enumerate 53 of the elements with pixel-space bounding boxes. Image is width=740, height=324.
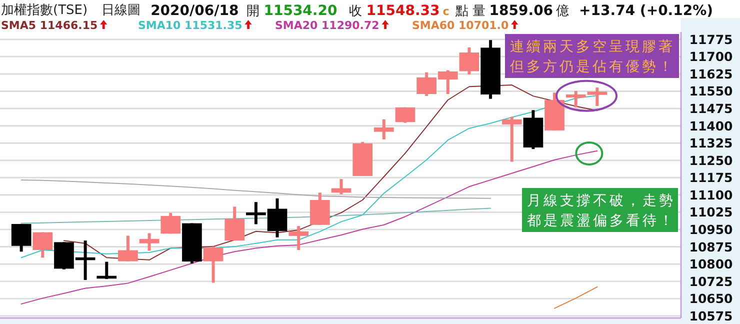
y-tick-label: 10725: [689, 274, 733, 289]
y-tick-label: 10575: [689, 308, 733, 324]
text: c: [442, 5, 450, 18]
chart-subtitle: 日線圖: [102, 3, 141, 18]
y-tick-label: 11475: [689, 101, 733, 116]
text: SMA5 11466.15: [1, 19, 98, 32]
y-tick-label: 11625: [689, 66, 733, 82]
candlestick: [139, 233, 160, 251]
annotation: 但多方仍是佔有優勢！: [510, 59, 675, 75]
y-tick-label: 11550: [689, 84, 734, 99]
y-tick-label: 10950: [689, 222, 734, 238]
candlestick: [374, 119, 394, 140]
y-tick-label: 11025: [689, 204, 733, 220]
y-tick-label: 11175: [689, 170, 733, 186]
y-tick-label: 11250: [689, 152, 734, 168]
line-series: [20, 179, 492, 199]
annotation: 都是震盪偏多看待！: [527, 213, 676, 229]
candlestick: [502, 116, 522, 162]
candlestick: [96, 262, 117, 280]
candlestick: [331, 179, 352, 194]
text: 點: [454, 4, 468, 19]
text: 億: [556, 4, 570, 19]
chart-title: 加權指數(TSE): [1, 3, 88, 18]
candlestick: [160, 212, 181, 234]
text: 2020/06/18: [150, 3, 239, 19]
candlestick: [203, 246, 224, 283]
text: 11534.20: [264, 3, 338, 19]
text: SMA10 11531.35: [138, 19, 242, 32]
y-tick-label: 11100: [689, 187, 734, 202]
candlestick: [32, 232, 53, 258]
candlestick: [395, 107, 416, 123]
text: 11548.33: [366, 3, 440, 19]
candlestick: [224, 206, 245, 241]
annotation: 月線支撐不破，走勢: [527, 193, 676, 209]
candlestick: [11, 224, 32, 252]
y-tick-label: 10800: [689, 256, 734, 272]
text: 1859.06: [489, 3, 554, 19]
y-tick-label: 10650: [689, 291, 734, 306]
candlestick: [118, 236, 138, 262]
y-tick-label: 11400: [689, 118, 734, 134]
text: 開: [246, 4, 260, 19]
y-tick-label: 11775: [689, 32, 733, 47]
candlestick: [459, 47, 480, 74]
text: SMA60 10701.0: [412, 19, 509, 32]
y-tick-label: 10875: [689, 239, 733, 254]
y-tick-label: 11700: [689, 49, 734, 64]
text: 收: [349, 4, 362, 19]
text: SMA20 11290.72: [275, 19, 380, 32]
text: +13.74 (+0.12%): [579, 3, 714, 19]
candlestick: [288, 226, 309, 250]
text: 量: [472, 4, 486, 19]
y-tick-label: 11325: [689, 136, 733, 151]
annotation: 連續兩天多空呈現膠著: [510, 39, 675, 55]
